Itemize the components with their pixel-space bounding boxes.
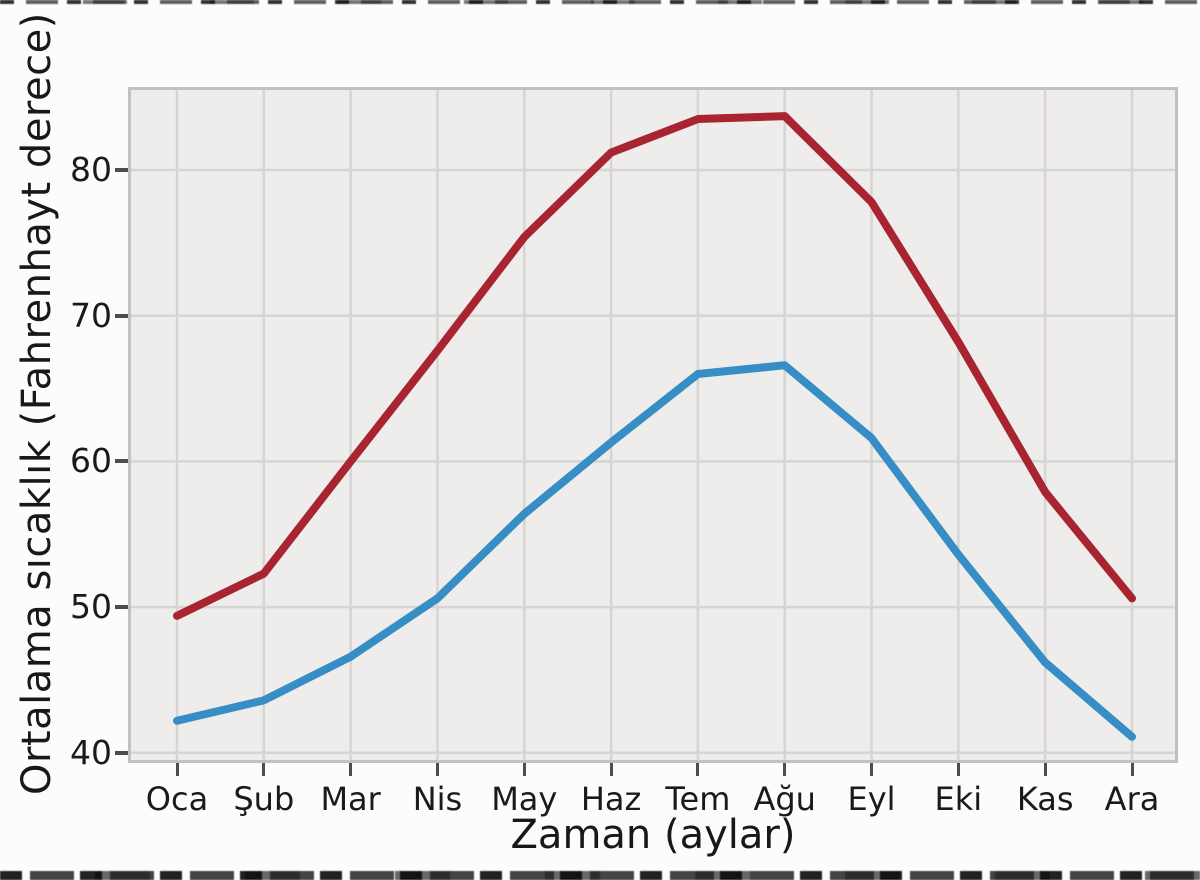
top-edge-artifact — [0, 0, 1200, 4]
x-tick-label: Ağu — [753, 780, 816, 818]
plot-background — [128, 87, 1178, 763]
x-tick-mark — [956, 763, 960, 776]
x-tick-mark — [435, 763, 439, 776]
x-tick-label: Kas — [1016, 780, 1074, 818]
x-tick-label: Haz — [580, 780, 642, 818]
y-tick-label: 50 — [70, 587, 112, 627]
x-tick-label: Ara — [1104, 780, 1160, 818]
x-tick-mark — [609, 763, 613, 776]
x-tick-mark — [1043, 763, 1047, 776]
y-tick-label: 80 — [70, 150, 112, 190]
x-tick-label: Tem — [665, 780, 731, 818]
y-tick-mark — [115, 168, 128, 173]
y-tick-mark — [115, 750, 128, 755]
x-tick-mark — [870, 763, 874, 776]
y-tick-mark — [115, 605, 128, 610]
y-axis-title: Ortalama sıcaklık (Fahrenhayt derece) — [14, 12, 60, 795]
x-tick-mark — [175, 763, 179, 776]
x-tick-label: Nis — [412, 780, 463, 818]
series-blue-line — [173, 361, 1136, 741]
plot-area — [128, 87, 1178, 763]
x-tick-label: Mar — [320, 780, 381, 818]
x-tick-mark — [262, 763, 266, 776]
x-axis-title: Zaman (aylar) — [510, 812, 796, 858]
y-tick-mark — [115, 459, 128, 464]
x-tick-label: Eyl — [847, 780, 896, 818]
x-tick-label: Eki — [934, 780, 983, 818]
x-tick-label: Oca — [145, 780, 209, 818]
x-tick-label: May — [491, 780, 558, 818]
y-tick-label: 40 — [70, 732, 112, 772]
y-tick-label: 70 — [70, 295, 112, 335]
x-tick-mark — [783, 763, 787, 776]
x-tick-mark — [522, 763, 526, 776]
x-tick-mark — [1130, 763, 1134, 776]
bottom-edge-artifact — [0, 871, 1200, 880]
x-tick-mark — [349, 763, 353, 776]
y-tick-label: 60 — [70, 441, 112, 481]
x-tick-label: Şub — [233, 780, 295, 818]
y-tick-mark — [115, 313, 128, 318]
x-tick-mark — [696, 763, 700, 776]
series-lines — [173, 112, 1136, 741]
chart-canvas — [128, 87, 1178, 763]
series-red-line — [173, 112, 1136, 620]
plot-border — [128, 87, 1178, 763]
